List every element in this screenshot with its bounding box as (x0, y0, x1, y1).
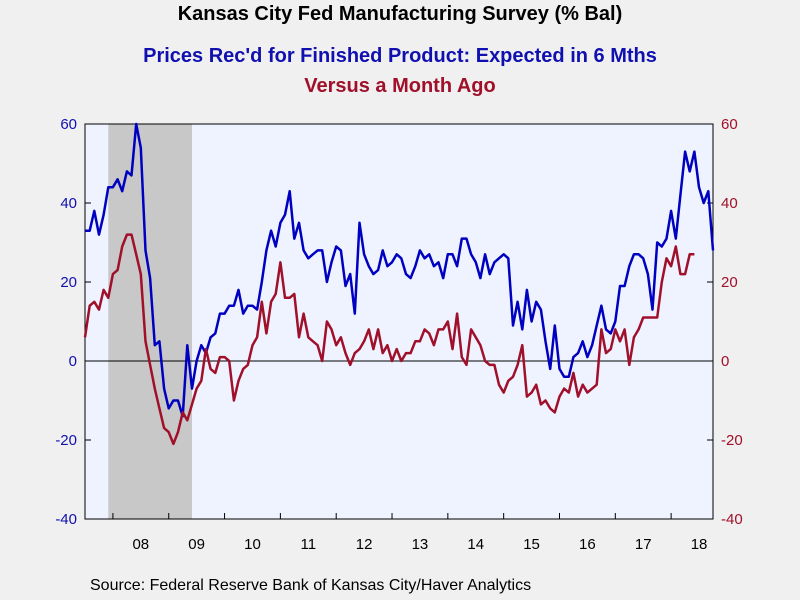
source-note: Source: Federal Reserve Bank of Kansas C… (90, 577, 532, 594)
x-tick-label: 14 (467, 536, 484, 553)
x-tick-label: 10 (244, 536, 261, 553)
recession-shade (108, 124, 193, 519)
y-tick-label-right: -40 (721, 511, 743, 528)
chart-title: Kansas City Fed Manufacturing Survey (% … (177, 3, 623, 25)
y-tick-label-right: 0 (721, 353, 729, 370)
y-tick-label-left: -20 (55, 432, 77, 449)
x-tick-label: 15 (523, 536, 540, 553)
x-tick-label: 16 (579, 536, 596, 553)
x-tick-label: 17 (635, 536, 652, 553)
series-title-expected: Prices Rec'd for Finished Product: Expec… (143, 45, 657, 67)
y-tick-label-right: 40 (721, 195, 738, 212)
x-tick-label: 09 (188, 536, 205, 553)
series-line-current (83, 233, 695, 446)
y-tick-label-left: -40 (55, 511, 77, 528)
y-tick-label-right: 60 (721, 116, 738, 133)
plot-frame (84, 123, 714, 520)
y-tick-label-left: 0 (69, 353, 77, 370)
y-tick-label-right: -20 (721, 432, 743, 449)
x-tick-label: 12 (356, 536, 373, 553)
y-tick-label-left: 20 (60, 274, 77, 291)
series-title-current: Versus a Month Ago (304, 75, 496, 97)
x-tick-label: 18 (691, 536, 708, 553)
x-tick-label: 08 (132, 536, 149, 553)
y-tick-label-right: 20 (721, 274, 738, 291)
x-tick-label: 11 (300, 536, 316, 553)
y-tick-label-left: 60 (60, 116, 77, 133)
x-tick-label: 13 (412, 536, 429, 553)
y-tick-label-left: 40 (60, 195, 77, 212)
series-line-expected (85, 122, 715, 418)
